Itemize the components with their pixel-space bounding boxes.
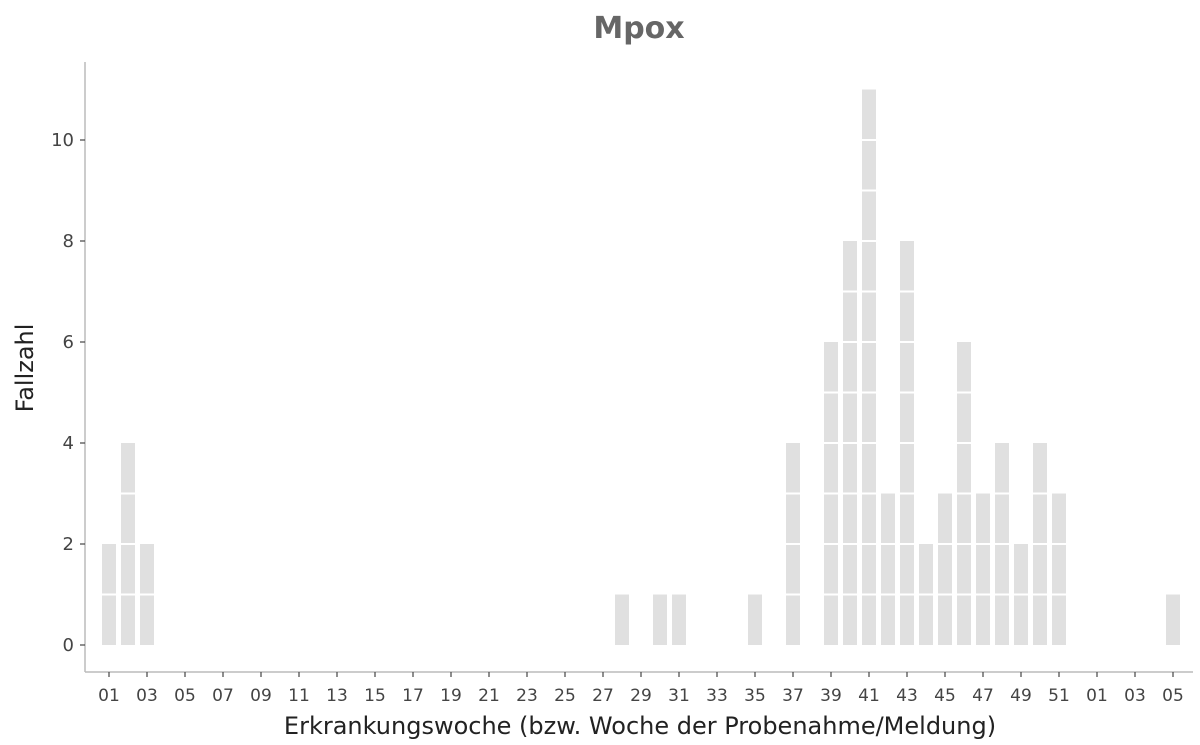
bar-week-39-38 xyxy=(824,342,838,645)
bar-week-05-56 xyxy=(1166,594,1180,645)
y-tick-label: 6 xyxy=(63,332,74,353)
x-tick-label: 25 xyxy=(554,686,576,706)
x-tick-label: 01 xyxy=(1086,686,1108,706)
bar-week-48-47 xyxy=(995,443,1009,645)
x-tick-label: 23 xyxy=(516,686,538,706)
bar-week-43-42 xyxy=(900,241,914,645)
x-tick-label: 43 xyxy=(896,686,918,706)
bar-week-40-39 xyxy=(843,241,857,645)
bar xyxy=(1052,493,1066,645)
chart-title: Mpox xyxy=(593,11,684,46)
y-ticks-layer: 0 2 4 6 8 10 xyxy=(51,130,85,656)
x-tick-label: 41 xyxy=(858,686,880,706)
x-tick-label: 03 xyxy=(136,686,158,706)
bar-week-28-27 xyxy=(615,594,629,645)
x-tick-label: 07 xyxy=(212,686,234,706)
x-tick-label: 21 xyxy=(478,686,500,706)
x-tick-label: 09 xyxy=(250,686,272,706)
y-tick-label: 4 xyxy=(63,433,74,454)
bar xyxy=(672,594,686,645)
x-tick-label: 31 xyxy=(668,686,690,706)
x-ticks-layer: 01 03 05 07 09 11 13 15 17 19 21 23 25 27 29 31 33 35 37 39… xyxy=(98,672,1184,706)
bar xyxy=(881,493,895,645)
bar-week-37-36 xyxy=(786,443,800,645)
bar xyxy=(976,493,990,645)
y-tick-label: 0 xyxy=(63,635,74,656)
x-tick-label: 51 xyxy=(1048,686,1070,706)
x-tick-label: 39 xyxy=(820,686,842,706)
x-tick-label: 33 xyxy=(706,686,728,706)
bars-layer xyxy=(102,89,1180,645)
bar xyxy=(862,89,876,645)
y-tick-label: 8 xyxy=(63,231,74,252)
bar-week-47-46 xyxy=(976,493,990,645)
bar-week-50-49 xyxy=(1033,443,1047,645)
x-tick-label: 27 xyxy=(592,686,614,706)
x-tick-label: 17 xyxy=(402,686,424,706)
bar-week-01-0 xyxy=(102,544,116,645)
bar-week-35-34 xyxy=(748,594,762,645)
x-tick-label: 19 xyxy=(440,686,462,706)
x-tick-label: 35 xyxy=(744,686,766,706)
y-axis-label: Fallzahl xyxy=(11,324,39,413)
bar xyxy=(938,493,952,645)
bar-week-42-41 xyxy=(881,493,895,645)
x-tick-label: 03 xyxy=(1124,686,1146,706)
x-tick-label: 01 xyxy=(98,686,120,706)
x-tick-label: 15 xyxy=(364,686,386,706)
y-tick-label: 2 xyxy=(63,534,74,555)
y-tick-label: 10 xyxy=(51,130,74,151)
x-tick-label: 45 xyxy=(934,686,956,706)
bar-week-03-2 xyxy=(140,544,154,645)
x-tick-label: 47 xyxy=(972,686,994,706)
bar-week-45-44 xyxy=(938,493,952,645)
bar-week-49-48 xyxy=(1014,544,1028,645)
x-tick-label: 05 xyxy=(1162,686,1184,706)
x-tick-label: 29 xyxy=(630,686,652,706)
bar-week-44-43 xyxy=(919,544,933,645)
x-tick-label: 05 xyxy=(174,686,196,706)
bar xyxy=(1166,594,1180,645)
bar xyxy=(615,594,629,645)
bar xyxy=(653,594,667,645)
bar-week-41-40 xyxy=(862,89,876,645)
bar-week-30-29 xyxy=(653,594,667,645)
x-tick-label: 13 xyxy=(326,686,348,706)
bar-week-51-50 xyxy=(1052,493,1066,645)
x-axis-label: Erkrankungswoche (bzw. Woche der Probena… xyxy=(284,712,996,740)
x-tick-label: 11 xyxy=(288,686,310,706)
bar-week-31-30 xyxy=(672,594,686,645)
bar-week-46-45 xyxy=(957,342,971,645)
bar-week-02-1 xyxy=(121,443,135,645)
bar xyxy=(748,594,762,645)
x-tick-label: 49 xyxy=(1010,686,1032,706)
x-tick-label: 37 xyxy=(782,686,804,706)
